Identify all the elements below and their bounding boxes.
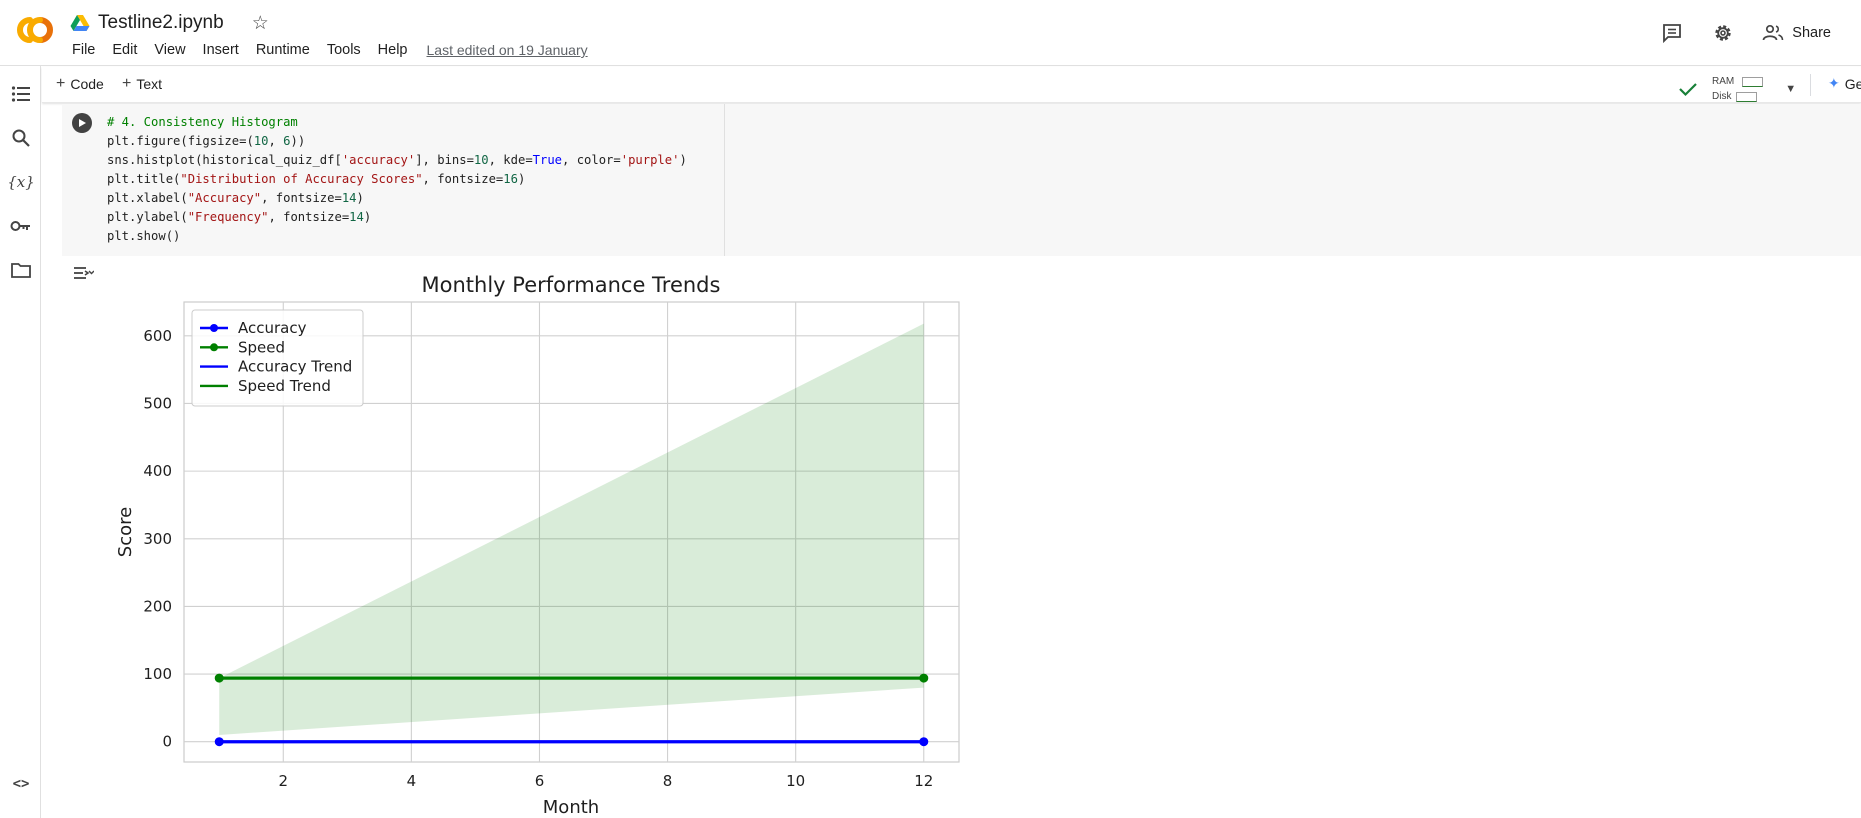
connected-check-icon bbox=[1679, 83, 1697, 97]
legend-speed-label: Speed bbox=[238, 338, 285, 356]
menu-runtime[interactable]: Runtime bbox=[255, 42, 310, 58]
add-text-button[interactable]: + Text bbox=[122, 75, 162, 93]
settings-gear-icon[interactable] bbox=[1711, 21, 1735, 45]
y-tick-label: 300 bbox=[143, 530, 172, 548]
code-line: plt.title("Distribution of Accuracy Scor… bbox=[107, 172, 526, 186]
play-icon bbox=[79, 119, 86, 127]
chart-title: Monthly Performance Trends bbox=[422, 273, 721, 297]
plus-icon: + bbox=[56, 75, 66, 92]
add-code-button[interactable]: + Code bbox=[56, 75, 104, 93]
y-tick-label: 200 bbox=[143, 597, 172, 615]
cell-divider bbox=[724, 104, 725, 256]
output-options-icon[interactable] bbox=[72, 264, 94, 282]
search-icon[interactable] bbox=[9, 126, 33, 150]
code-line: plt.ylabel("Frequency", fontsize=14) bbox=[107, 210, 372, 224]
legend-speed-trend-label: Speed Trend bbox=[238, 377, 331, 395]
menu-view[interactable]: View bbox=[154, 42, 186, 58]
runtime-dropdown-icon[interactable]: ▼ bbox=[1785, 83, 1797, 95]
notebook-title[interactable]: Testline2.ipynb bbox=[98, 12, 224, 33]
secrets-key-icon[interactable] bbox=[9, 214, 33, 238]
top-bar: Testline2.ipynb ☆ File Edit View Insert … bbox=[0, 0, 1861, 66]
last-edited-link[interactable]: Last edited on 19 January bbox=[426, 42, 588, 58]
menu-bar: File Edit View Insert Runtime Tools Help… bbox=[72, 42, 605, 58]
files-folder-icon[interactable] bbox=[9, 258, 33, 282]
plus-icon: + bbox=[122, 75, 132, 92]
code-line: sns.histplot(historical_quiz_df['accurac… bbox=[107, 153, 687, 167]
code-editor[interactable]: # 4. Consistency Histogram plt.figure(fig… bbox=[107, 113, 687, 246]
code-line: plt.figure(figsize=(10, 6)) bbox=[107, 134, 306, 148]
notebook-toolbar: + Code + Text RAM Disk ▼ ✦ Gemini bbox=[42, 67, 1861, 103]
gemini-label: Gemini bbox=[1844, 75, 1861, 92]
y-tick-label: 600 bbox=[143, 327, 172, 345]
menu-edit[interactable]: Edit bbox=[112, 42, 138, 58]
google-drive-icon[interactable] bbox=[70, 14, 90, 32]
menu-help[interactable]: Help bbox=[377, 42, 408, 58]
run-cell-button[interactable] bbox=[72, 113, 92, 133]
disk-label: Disk bbox=[1712, 91, 1732, 102]
x-tick-label: 6 bbox=[535, 772, 545, 790]
code-line: plt.show() bbox=[107, 229, 181, 243]
share-label: Share bbox=[1792, 25, 1831, 41]
accuracy-point bbox=[214, 737, 224, 747]
speed-point bbox=[214, 673, 224, 683]
menu-insert[interactable]: Insert bbox=[202, 42, 239, 58]
add-code-label: Code bbox=[70, 76, 104, 92]
y-axis-label: Score bbox=[115, 507, 136, 557]
x-tick-label: 10 bbox=[786, 772, 805, 790]
legend-accuracy-marker bbox=[210, 324, 218, 332]
x-tick-label: 12 bbox=[914, 772, 933, 790]
star-icon[interactable]: ☆ bbox=[251, 12, 269, 34]
y-tick-label: 100 bbox=[143, 665, 172, 683]
resource-meters: RAM Disk bbox=[1712, 74, 1764, 104]
gemini-sparkle-icon: ✦ bbox=[1828, 75, 1840, 91]
y-tick-label: 400 bbox=[143, 462, 172, 480]
code-cell[interactable] bbox=[62, 104, 1861, 256]
speed-confidence-band bbox=[219, 323, 924, 735]
add-text-label: Text bbox=[136, 76, 163, 92]
table-of-contents-icon[interactable] bbox=[9, 82, 33, 106]
y-tick-label: 500 bbox=[143, 394, 172, 412]
x-tick-label: 8 bbox=[663, 772, 673, 790]
legend-box bbox=[191, 309, 364, 407]
legend-accuracy-label: Accuracy bbox=[238, 319, 307, 337]
y-tick-label: 0 bbox=[162, 733, 172, 751]
gemini-button[interactable]: ✦ Gemini bbox=[1828, 75, 1861, 92]
colab-logo[interactable] bbox=[12, 15, 58, 45]
x-tick-label: 2 bbox=[279, 772, 289, 790]
ram-meter bbox=[1742, 76, 1764, 87]
x-axis-label: Month bbox=[543, 797, 599, 818]
runtime-status[interactable]: RAM Disk ▼ bbox=[1678, 74, 1796, 104]
menu-tools[interactable]: Tools bbox=[326, 42, 361, 58]
legend-accuracy-trend-label: Accuracy Trend bbox=[238, 358, 352, 376]
toolbar-divider bbox=[1810, 74, 1811, 96]
people-icon bbox=[1762, 24, 1784, 41]
code-snippets-icon[interactable]: <> bbox=[12, 776, 30, 792]
left-sidebar: {x} <> bbox=[0, 66, 41, 818]
variables-icon[interactable]: {x} bbox=[7, 173, 35, 191]
disk-meter bbox=[1736, 91, 1758, 102]
code-line: plt.xlabel("Accuracy", fontsize=14) bbox=[107, 191, 364, 205]
comments-icon[interactable] bbox=[1660, 21, 1684, 45]
share-button[interactable]: Share bbox=[1762, 24, 1831, 42]
menu-file[interactable]: File bbox=[72, 42, 96, 58]
performance-chart: Monthly Performance Trends 2 4 6 8 10 12 0 100… bbox=[115, 273, 960, 818]
x-tick-label: 4 bbox=[407, 772, 417, 790]
code-line: # 4. Consistency Histogram bbox=[107, 115, 298, 129]
legend-speed-marker bbox=[210, 343, 218, 352]
ram-label: RAM bbox=[1712, 76, 1735, 87]
